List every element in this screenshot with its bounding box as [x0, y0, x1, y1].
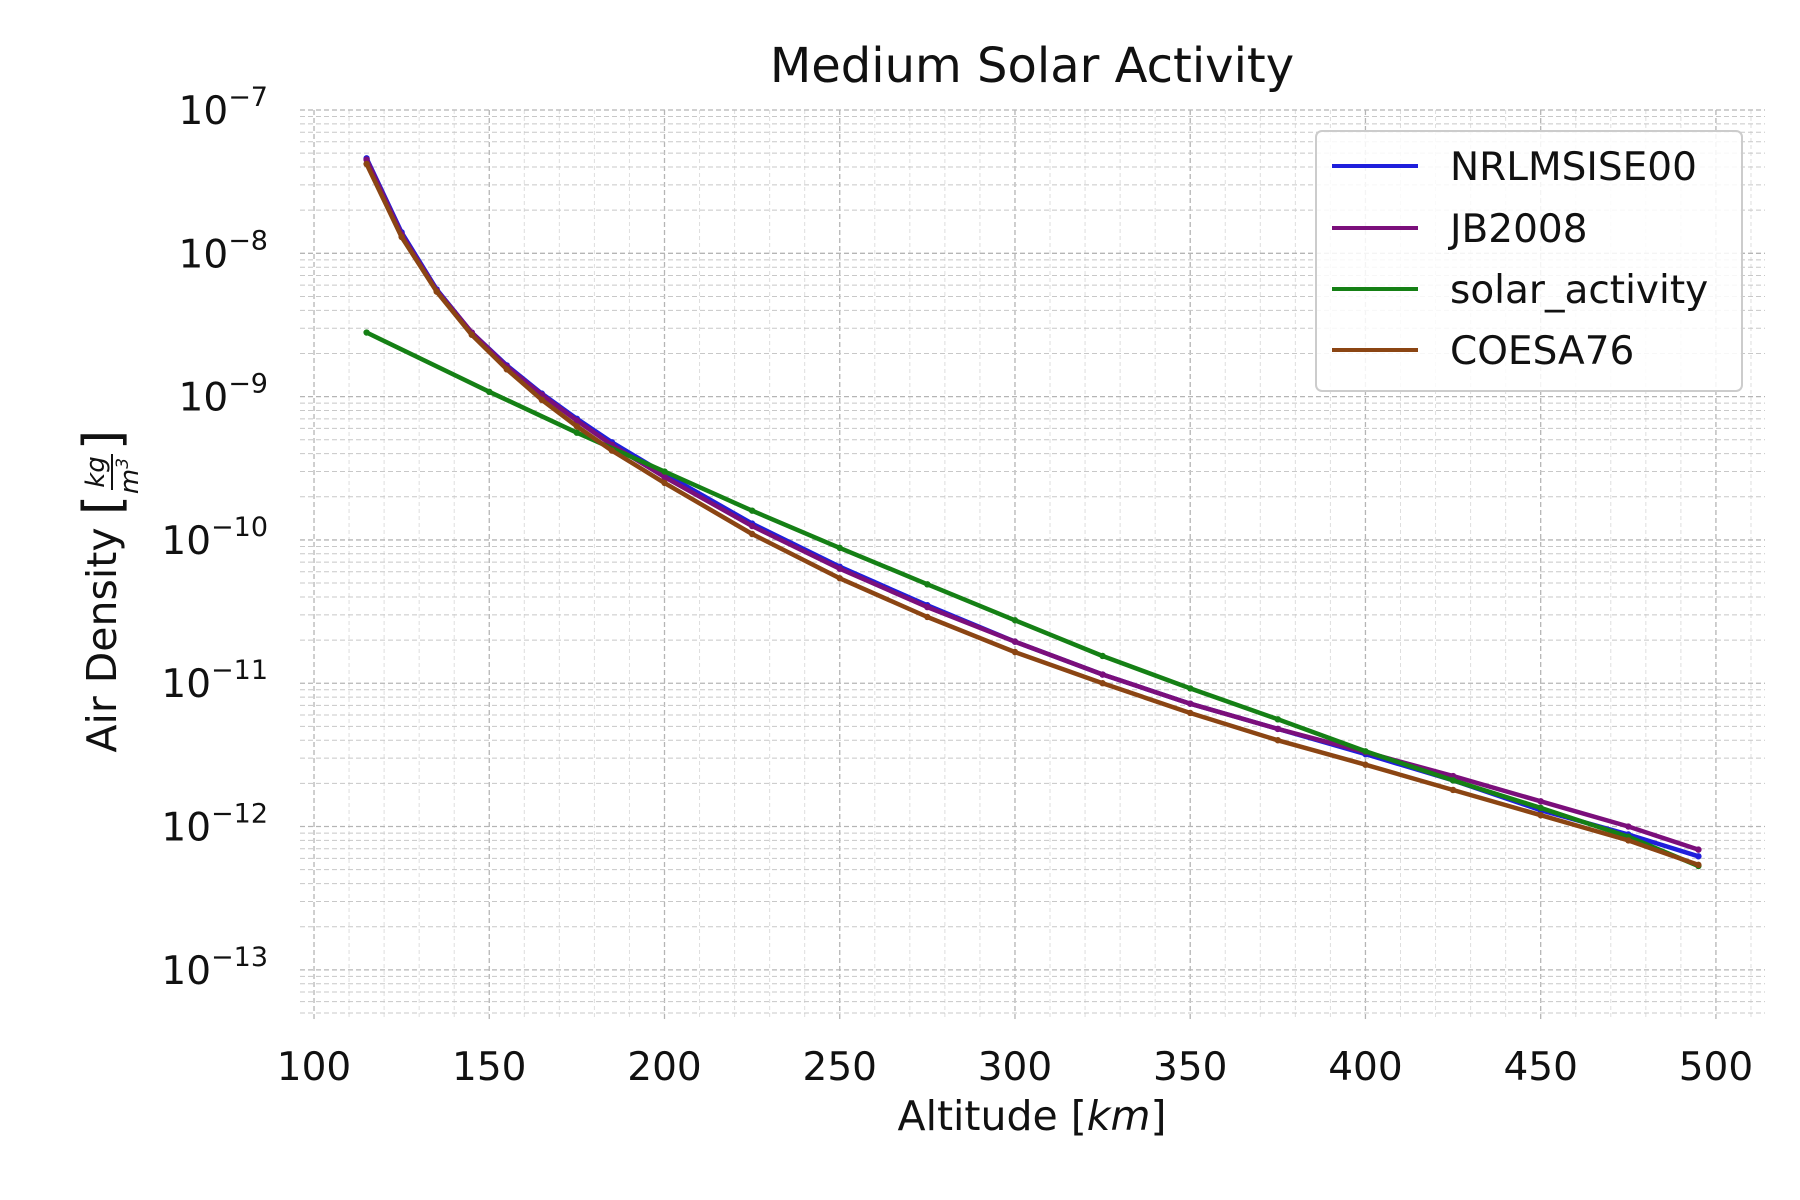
data-point	[1695, 846, 1702, 853]
data-point	[363, 329, 370, 336]
data-point	[1011, 638, 1019, 645]
x-axis-label-close: ]	[1150, 1092, 1166, 1140]
series-line	[364, 330, 1701, 869]
data-point	[1011, 648, 1019, 656]
data-point	[748, 507, 756, 514]
legend-label: COESA76	[1450, 329, 1634, 374]
data-point	[924, 613, 931, 621]
data-point	[661, 468, 668, 475]
x-tick-label: 300	[978, 1045, 1052, 1090]
x-tick-label: 400	[1328, 1045, 1402, 1090]
x-tick-label: 150	[452, 1045, 526, 1090]
data-point	[661, 479, 668, 487]
data-point	[1187, 709, 1194, 717]
data-point	[924, 581, 931, 588]
data-point	[1625, 823, 1632, 830]
y-axis-label-unit-denominator: m3	[113, 458, 145, 494]
data-point	[1625, 837, 1632, 844]
y-axis-label-unit-numerator: kg	[81, 456, 111, 488]
legend-entry: solar_activity	[1332, 268, 1708, 313]
chart-title: Medium Solar Activity	[770, 38, 1294, 94]
x-axis-label: Altitude [km]	[898, 1092, 1167, 1140]
data-point	[1274, 725, 1282, 733]
data-point	[924, 603, 931, 611]
data-point	[573, 417, 581, 424]
data-point	[1449, 786, 1457, 794]
data-point	[486, 388, 493, 396]
x-tick-label: 200	[627, 1045, 701, 1090]
y-tick-label: 10−11	[161, 655, 268, 707]
data-point	[1274, 716, 1282, 723]
series-lines	[363, 155, 1702, 870]
legend-entry: JB2008	[1332, 207, 1588, 252]
data-point	[1011, 617, 1019, 624]
data-point	[433, 288, 440, 295]
legend-entry: NRLMSISE00	[1332, 145, 1697, 190]
data-point	[503, 366, 510, 373]
legend-label: solar_activity	[1450, 268, 1708, 313]
data-point	[1362, 748, 1369, 755]
data-point	[1362, 761, 1369, 768]
y-axis-label-bracket-right: ]	[73, 430, 133, 450]
y-axis-label-text: Air Density	[78, 527, 126, 752]
x-tick-label: 250	[803, 1045, 877, 1090]
x-tick-label: 350	[1153, 1045, 1227, 1090]
legend-entry: COESA76	[1332, 329, 1634, 374]
data-point	[1274, 737, 1282, 744]
data-point	[398, 233, 405, 241]
data-point	[538, 396, 546, 404]
data-point	[836, 575, 843, 582]
axis-ticks: 100 150 200 250 300 350 400 450 500 10−7 10−8 10−9 1…	[161, 82, 1753, 1090]
data-point	[1537, 798, 1544, 805]
y-tick-label: 10−12	[161, 799, 268, 851]
y-axis-label-bracket-left: [	[73, 495, 133, 515]
data-point	[1449, 777, 1457, 784]
y-tick-label: 10−13	[161, 942, 268, 994]
data-point	[1187, 700, 1194, 707]
x-axis-label-unit: km	[1087, 1092, 1151, 1140]
x-axis-label-text: Altitude [	[898, 1092, 1087, 1140]
x-tick-label: 100	[277, 1045, 351, 1090]
data-point	[836, 565, 843, 572]
data-point	[608, 447, 616, 454]
data-point	[1099, 652, 1106, 660]
data-point	[1099, 680, 1106, 687]
x-tick-label: 500	[1679, 1045, 1753, 1090]
x-tick-label: 450	[1503, 1045, 1577, 1090]
y-tick-label: 10−9	[179, 369, 268, 421]
data-point	[748, 530, 756, 538]
legend-label: NRLMSISE00	[1450, 145, 1697, 190]
data-point	[836, 544, 843, 552]
data-point	[363, 160, 370, 168]
data-point	[468, 331, 475, 338]
y-tick-label: 10−7	[179, 82, 268, 134]
y-axis-label: Air Density [ kg m3 ]	[73, 430, 145, 753]
data-point	[1537, 811, 1544, 819]
data-point	[573, 429, 581, 436]
y-tick-label: 10−8	[179, 225, 268, 277]
legend-frame	[1315, 130, 1743, 392]
data-point	[1099, 671, 1106, 678]
legend-label: JB2008	[1447, 207, 1588, 252]
data-point	[1695, 853, 1702, 860]
legend: NRLMSISE00 JB2008 solar_activity COESA76	[1315, 130, 1743, 392]
data-point	[661, 473, 668, 481]
data-point	[1537, 804, 1544, 812]
data-point	[1695, 861, 1702, 869]
data-point	[1187, 685, 1194, 692]
data-point	[748, 522, 756, 530]
y-tick-label: 10−10	[161, 512, 268, 564]
data-point	[573, 423, 581, 430]
